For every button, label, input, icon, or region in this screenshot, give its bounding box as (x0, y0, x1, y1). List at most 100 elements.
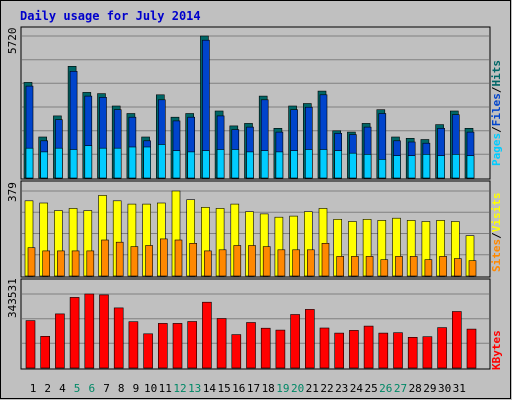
pages-bar (260, 150, 269, 179)
legend-hits: Hits (490, 60, 503, 87)
kbytes-bar (143, 333, 153, 369)
legend-pages: Pages (490, 133, 503, 166)
day-label: 29 (423, 382, 436, 395)
kbytes-bar (231, 334, 242, 369)
panel-3-legend: KBytes (490, 330, 503, 370)
day-label: 20 (291, 382, 304, 395)
legend-files: Files (490, 93, 503, 126)
kbytes-bar (246, 322, 256, 369)
sites-bar (115, 241, 124, 277)
kbytes-bar (363, 325, 374, 369)
pages-bar (451, 154, 460, 179)
sites-bar (86, 250, 95, 277)
pages-bar (422, 154, 431, 179)
kbytes-bar (202, 301, 212, 369)
sites-bar (351, 256, 359, 277)
pages-bar (378, 159, 387, 179)
sites-bar (71, 250, 80, 277)
kbytes-bar (216, 318, 227, 369)
sites-bar (424, 259, 433, 277)
pages-bar (40, 151, 49, 179)
sites-bar (380, 259, 389, 277)
kbytes-bar (451, 311, 462, 369)
day-label: 24 (350, 382, 364, 395)
pages-bar (246, 151, 254, 179)
pages-bar (172, 150, 181, 179)
sites-bar (321, 243, 330, 277)
day-label: 23 (335, 382, 348, 395)
kbytes-bar (113, 307, 124, 369)
legend-separator: / (490, 232, 503, 239)
day-label: 8 (118, 382, 125, 395)
sites-bar (145, 245, 153, 277)
sites-bar (160, 238, 168, 277)
day-label: 11 (159, 382, 172, 395)
pages-bar (99, 147, 107, 179)
pages-bar (158, 144, 166, 179)
kbytes-bar (25, 320, 36, 369)
day-label: 1 (30, 382, 37, 395)
day-label: 18 (262, 382, 275, 395)
kbytes-bar (69, 297, 80, 369)
kbytes-bar (437, 327, 447, 369)
day-label: 6 (88, 382, 95, 395)
kbytes-bar (319, 327, 330, 369)
kbytes-bar (422, 336, 433, 369)
chart-title: Daily usage for July 2014 (20, 9, 201, 23)
pages-bar (349, 152, 357, 179)
day-label: 25 (364, 382, 377, 395)
kbytes-bar (187, 321, 197, 369)
day-label: 5 (74, 382, 81, 395)
visits-sites-panel: 379 Sites/Visits (6, 180, 503, 278)
day-label: 31 (453, 382, 466, 395)
hits-scale-max: 5720 (6, 28, 19, 55)
sites-bar (395, 256, 403, 277)
pages-bar (25, 147, 34, 179)
sites-bar (453, 258, 462, 277)
sites-bar (204, 250, 212, 277)
pages-bar (216, 149, 225, 179)
day-label: 15 (217, 382, 230, 395)
kbytes-bar (407, 336, 418, 369)
pages-bar (334, 150, 343, 179)
visits-scale-max: 379 (6, 182, 19, 202)
kbytes-bar (128, 321, 139, 369)
day-label: 27 (394, 382, 407, 395)
day-label: 2 (44, 382, 51, 395)
kbytes-panel: 343531 KBytes (6, 278, 503, 370)
pages-bar (275, 151, 284, 179)
kbytes-scale-max: 343531 (6, 278, 19, 318)
sites-bar (292, 249, 300, 277)
kbytes-bar (260, 327, 271, 369)
kbytes-bar (393, 332, 403, 369)
pages-bar (393, 155, 401, 179)
day-label: 17 (247, 382, 260, 395)
legend-visits: Visits (490, 193, 503, 233)
panel-1-legend: Pages/Files/Hits (490, 60, 503, 166)
kbytes-bar (158, 323, 168, 369)
kbytes-bar (378, 332, 389, 369)
day-label: 22 (320, 382, 333, 395)
legend-separator: / (490, 86, 503, 93)
pages-bar (187, 151, 195, 179)
kbytes-bar (172, 323, 183, 369)
sites-bar (218, 249, 227, 277)
day-label: 9 (133, 382, 140, 395)
sites-bar (57, 250, 65, 277)
day-label: 19 (276, 382, 289, 395)
sites-bar (468, 260, 477, 277)
kbytes-bar (84, 293, 95, 369)
pages-bar (437, 155, 445, 179)
legend-sites: Sites (490, 239, 503, 272)
day-label: 10 (144, 382, 157, 395)
panel-2-legend: Sites/Visits (490, 193, 503, 273)
pages-bar (290, 150, 298, 179)
kbytes-bar (275, 329, 286, 369)
pages-bar (407, 155, 416, 179)
kbytes-bar (290, 314, 300, 369)
sites-bar (42, 250, 51, 277)
day-label: 16 (232, 382, 245, 395)
legend-separator: / (490, 126, 503, 133)
day-label: 4 (59, 382, 66, 395)
